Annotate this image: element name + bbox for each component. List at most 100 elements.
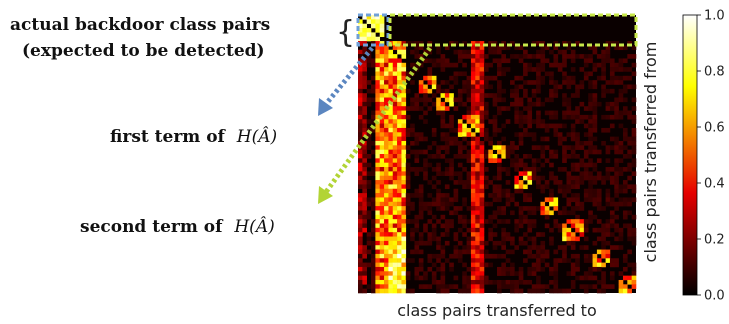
heatmap-cell <box>423 110 428 116</box>
heatmap-cell <box>397 262 402 268</box>
heatmap-cell <box>371 245 376 250</box>
heatmap-cell <box>384 114 389 120</box>
heatmap-cell <box>588 45 593 51</box>
heatmap-cell <box>431 62 437 68</box>
heatmap-cell <box>384 71 389 77</box>
heatmap-cell <box>488 154 493 159</box>
heatmap-cell <box>470 240 476 246</box>
heatmap-cell <box>444 219 450 224</box>
heatmap-cell <box>592 106 598 111</box>
heatmap-cell <box>371 288 376 294</box>
heatmap-cell <box>392 193 398 198</box>
heatmap-cell <box>388 275 394 281</box>
heatmap-cell <box>622 180 628 185</box>
heatmap-cell <box>479 93 485 98</box>
heatmap-cell <box>562 123 567 129</box>
heatmap-cell <box>462 184 467 190</box>
colorbar <box>682 14 698 296</box>
heatmap-cell <box>570 197 576 203</box>
heatmap-cell <box>614 80 619 85</box>
heatmap-cell <box>470 162 476 168</box>
heatmap-cell <box>553 284 559 289</box>
heatmap-cell <box>631 184 637 190</box>
heatmap-cell <box>397 171 402 177</box>
heatmap-cell <box>384 180 389 185</box>
heatmap-cell <box>436 58 441 64</box>
heatmap-cell <box>384 67 389 72</box>
heatmap-cell <box>518 188 524 194</box>
heatmap-cell <box>549 123 554 129</box>
heatmap-cell <box>462 279 467 285</box>
heatmap-cell <box>479 41 485 46</box>
heatmap-cell <box>609 136 615 142</box>
heatmap-cell <box>562 145 567 150</box>
heatmap-cell <box>431 80 437 85</box>
heatmap-cell <box>444 232 450 237</box>
heatmap-cell <box>362 75 367 81</box>
heatmap-cell <box>384 284 389 289</box>
heatmap-cell <box>497 97 502 103</box>
heatmap-cell <box>392 266 398 272</box>
heatmap-cell <box>384 197 389 203</box>
heatmap-cell <box>414 62 420 68</box>
heatmap-cell <box>514 223 520 229</box>
heatmap-cell <box>379 54 385 59</box>
heatmap-cell <box>362 201 367 207</box>
heatmap-cell <box>457 206 463 211</box>
heatmap-cell <box>540 249 546 255</box>
heatmap-cell <box>410 80 415 85</box>
heatmap-cell <box>631 284 637 289</box>
heatmap-cell <box>527 288 533 294</box>
heatmap-cell <box>510 236 515 242</box>
heatmap-cell <box>453 140 459 146</box>
heatmap-cell <box>462 49 467 55</box>
heatmap-cell <box>436 49 441 55</box>
heatmap-cell <box>436 45 441 51</box>
heatmap-cell <box>470 75 476 81</box>
heatmap-cell <box>553 88 559 94</box>
heatmap-cell <box>449 162 454 168</box>
heatmap-cell <box>479 249 485 255</box>
heatmap-cell <box>588 114 593 120</box>
heatmap-cell <box>497 167 502 172</box>
heatmap-cell <box>627 236 632 242</box>
heatmap-cell <box>371 110 376 116</box>
heatmap-cell <box>358 32 363 38</box>
heatmap-cell <box>514 132 520 137</box>
heatmap-cell <box>392 75 398 81</box>
heatmap-cell <box>371 149 376 155</box>
heatmap-cell <box>631 45 637 51</box>
heatmap-cell <box>401 127 407 133</box>
heatmap-cell <box>449 140 454 146</box>
heatmap-cell <box>518 275 524 281</box>
heatmap-cell <box>514 106 520 111</box>
heatmap-cell <box>518 84 524 90</box>
heatmap-cell <box>483 67 489 72</box>
heatmap-cell <box>479 114 485 120</box>
heatmap-cell <box>614 184 619 190</box>
heatmap-cell <box>592 162 598 168</box>
heatmap-cell <box>397 45 402 51</box>
colorbar-tick-label: 0.8 <box>704 65 725 80</box>
heatmap-cell <box>475 236 480 242</box>
heatmap-cell <box>575 223 580 229</box>
heatmap-cell <box>501 54 506 59</box>
heatmap-cell <box>397 284 402 289</box>
heatmap-cell <box>601 236 606 242</box>
heatmap-cell <box>436 84 441 90</box>
heatmap-cell <box>436 145 441 150</box>
heatmap-cell <box>470 175 476 181</box>
heatmap-cell <box>475 180 480 185</box>
heatmap-cell <box>392 214 398 220</box>
heatmap-cell <box>388 266 394 272</box>
heatmap-cell <box>588 175 593 181</box>
heatmap-cell <box>444 240 450 246</box>
heatmap-cell <box>627 279 632 285</box>
heatmap-cell <box>479 88 485 94</box>
heatmap-cell <box>388 80 394 85</box>
heatmap-cell <box>553 288 559 294</box>
heatmap-cell <box>466 97 472 103</box>
heatmap-cell <box>592 262 598 268</box>
heatmap-cell <box>540 136 546 142</box>
heatmap-cell <box>527 123 533 129</box>
